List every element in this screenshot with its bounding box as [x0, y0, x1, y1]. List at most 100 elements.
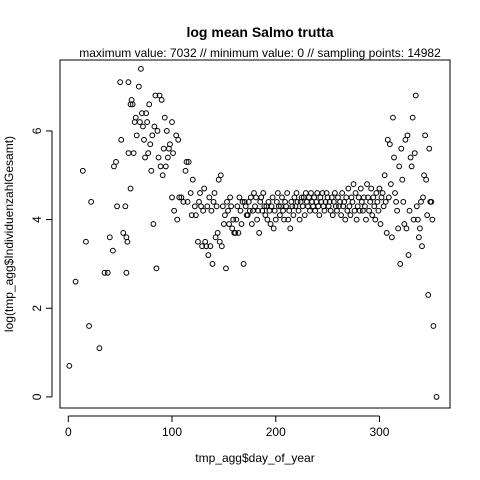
data-point: [302, 190, 309, 196]
data-point: [335, 194, 341, 201]
data-point: [208, 207, 215, 214]
data-point: [188, 212, 195, 219]
data-point: [120, 229, 127, 236]
data-point: [398, 145, 405, 152]
data-point: [256, 229, 263, 236]
data-point: [176, 194, 183, 201]
data-point: [337, 198, 343, 205]
data-point: [363, 216, 369, 223]
data-point: [316, 212, 323, 219]
data-point: [196, 198, 202, 205]
data-point: [234, 203, 241, 210]
data-point: [356, 207, 363, 214]
data-point: [222, 212, 228, 219]
y-tick-label: 6: [30, 127, 44, 134]
data-point: [204, 203, 211, 210]
data-point: [236, 194, 243, 201]
data-point: [395, 225, 402, 232]
data-point: [394, 207, 401, 214]
data-point: [118, 136, 125, 143]
data-point: [210, 198, 217, 205]
data-point: [125, 79, 132, 86]
x-axis: 0 100 200 300: [65, 415, 390, 439]
data-point: [224, 198, 230, 205]
data-point: [233, 216, 240, 223]
data-point: [280, 207, 286, 214]
data-point: [229, 225, 236, 232]
data-point: [155, 154, 162, 161]
data-point: [411, 150, 418, 156]
data-point: [157, 163, 164, 170]
data-point: [117, 79, 124, 86]
data-point: [289, 203, 296, 210]
data-point: [265, 198, 272, 205]
data-point: [136, 119, 143, 125]
data-point: [433, 394, 440, 400]
data-point: [344, 207, 351, 214]
data-point: [285, 216, 292, 223]
y-tick-label: 2: [30, 305, 44, 312]
data-point: [287, 225, 294, 232]
data-point: [184, 198, 191, 205]
data-point: [192, 212, 199, 219]
y-axis-label: log(tmp_agg$IndividuenzahlGesamt): [2, 136, 16, 332]
data-point: [156, 92, 163, 99]
data-point: [328, 194, 335, 201]
data-point: [228, 203, 235, 210]
data-point: [423, 176, 430, 183]
data-point: [199, 243, 206, 250]
data-point: [244, 212, 251, 219]
data-point: [264, 216, 271, 223]
data-point: [146, 101, 153, 108]
data-point: [370, 194, 377, 201]
data-point: [319, 190, 326, 196]
data-point: [189, 176, 196, 183]
data-point: [213, 203, 220, 210]
data-point: [246, 207, 253, 214]
x-axis-label: tmp_agg$day_of_year: [195, 451, 314, 465]
data-point: [352, 190, 359, 196]
data-point: [286, 207, 293, 214]
data-point: [279, 194, 285, 201]
data-point: [294, 198, 301, 205]
data-point: [422, 132, 429, 139]
y-tick-label: 0: [30, 393, 44, 400]
data-point: [255, 207, 262, 214]
data-point: [387, 181, 394, 188]
data-point: [339, 190, 346, 196]
data-point: [366, 207, 372, 214]
data-point: [106, 234, 113, 241]
data-point: [375, 207, 382, 214]
data-point: [273, 198, 280, 205]
data-point: [145, 150, 152, 156]
data-point: [359, 207, 366, 214]
data-point: [251, 190, 257, 196]
data-point: [380, 203, 387, 210]
chart-subtitle: maximum value: 7032 // minimum value: 0 …: [79, 46, 441, 60]
data-point: [169, 119, 175, 125]
data-point: [161, 114, 168, 121]
data-point: [122, 203, 129, 210]
data-point: [185, 159, 192, 165]
data-point: [393, 198, 399, 205]
data-point: [197, 190, 203, 196]
data-point: [327, 207, 334, 214]
data-point: [109, 247, 116, 254]
data-point: [341, 198, 348, 205]
data-point: [381, 172, 388, 179]
data-point: [315, 203, 322, 210]
data-point: [225, 207, 231, 214]
data-point: [267, 221, 274, 227]
data-point: [254, 216, 260, 223]
data-point: [362, 203, 368, 210]
data-point: [347, 212, 354, 219]
data-point: [406, 207, 413, 214]
data-point: [173, 132, 180, 139]
data-point: [83, 238, 89, 245]
data-point: [195, 238, 201, 245]
data-point: [139, 110, 145, 117]
data-point: [113, 159, 119, 165]
data-point: [276, 212, 283, 219]
data-point: [318, 198, 325, 205]
data-point: [104, 269, 111, 276]
